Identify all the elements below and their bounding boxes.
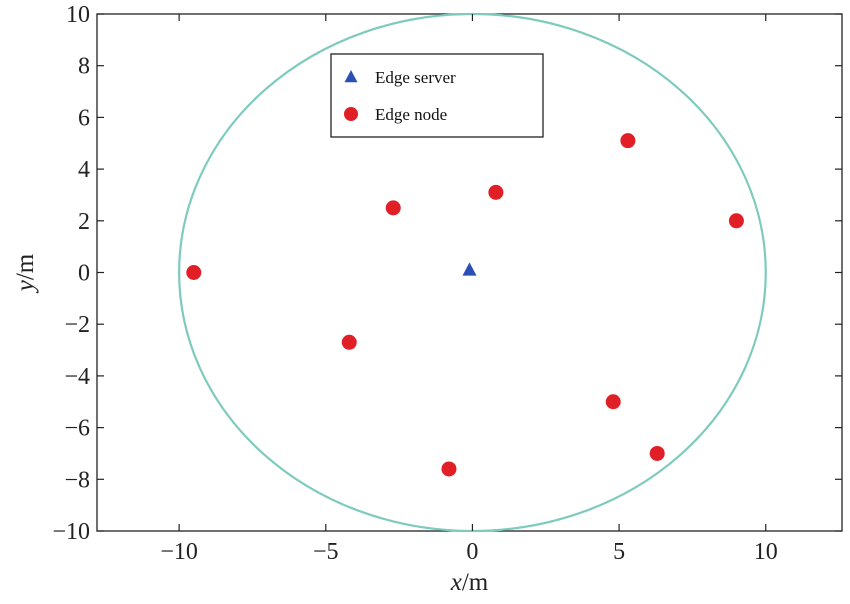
y-axis-variable: y <box>12 279 39 294</box>
y-tick-label: −4 <box>64 364 90 390</box>
legend-label: Edge server <box>375 68 456 87</box>
x-tick-label: 5 <box>613 539 625 565</box>
x-tick-label: 0 <box>466 539 478 565</box>
legend-box <box>330 53 544 138</box>
edge-node-point <box>620 133 636 149</box>
y-tick-label: 2 <box>78 209 90 235</box>
x-axis-variable: x <box>450 569 462 596</box>
edge-node-point <box>649 445 665 461</box>
legend-marker-server <box>344 69 358 83</box>
edge-node-point <box>186 265 202 280</box>
y-tick-label: 4 <box>78 157 90 183</box>
x-tick-label: −10 <box>160 539 198 565</box>
y-tick-label: 8 <box>78 54 90 80</box>
y-tick-label: −8 <box>64 467 90 493</box>
edge-server-point <box>462 262 477 276</box>
x-tick-label: 10 <box>754 539 778 565</box>
y-tick-label: 6 <box>78 105 90 131</box>
y-axis-unit: /m <box>12 253 39 280</box>
y-tick-label: 0 <box>78 261 90 287</box>
y-tick-label: 10 <box>66 2 90 28</box>
edge-node-point <box>605 394 621 410</box>
legend-marker-node <box>344 107 358 121</box>
x-axis-unit: /m <box>462 569 489 596</box>
edge-node-point <box>728 213 744 229</box>
x-axis-label: x/m <box>450 569 489 596</box>
edge-node-point <box>341 334 357 350</box>
edge-node-point <box>385 200 401 216</box>
y-tick-label: −10 <box>52 519 90 545</box>
edge-node-point <box>441 461 457 477</box>
legend-label: Edge node <box>375 105 447 124</box>
y-axis-label: y/m <box>12 253 39 294</box>
x-tick-label: −5 <box>313 539 339 565</box>
y-tick-label: −2 <box>64 312 90 338</box>
edge-node-point <box>488 184 504 200</box>
y-tick-label: −6 <box>64 416 90 442</box>
